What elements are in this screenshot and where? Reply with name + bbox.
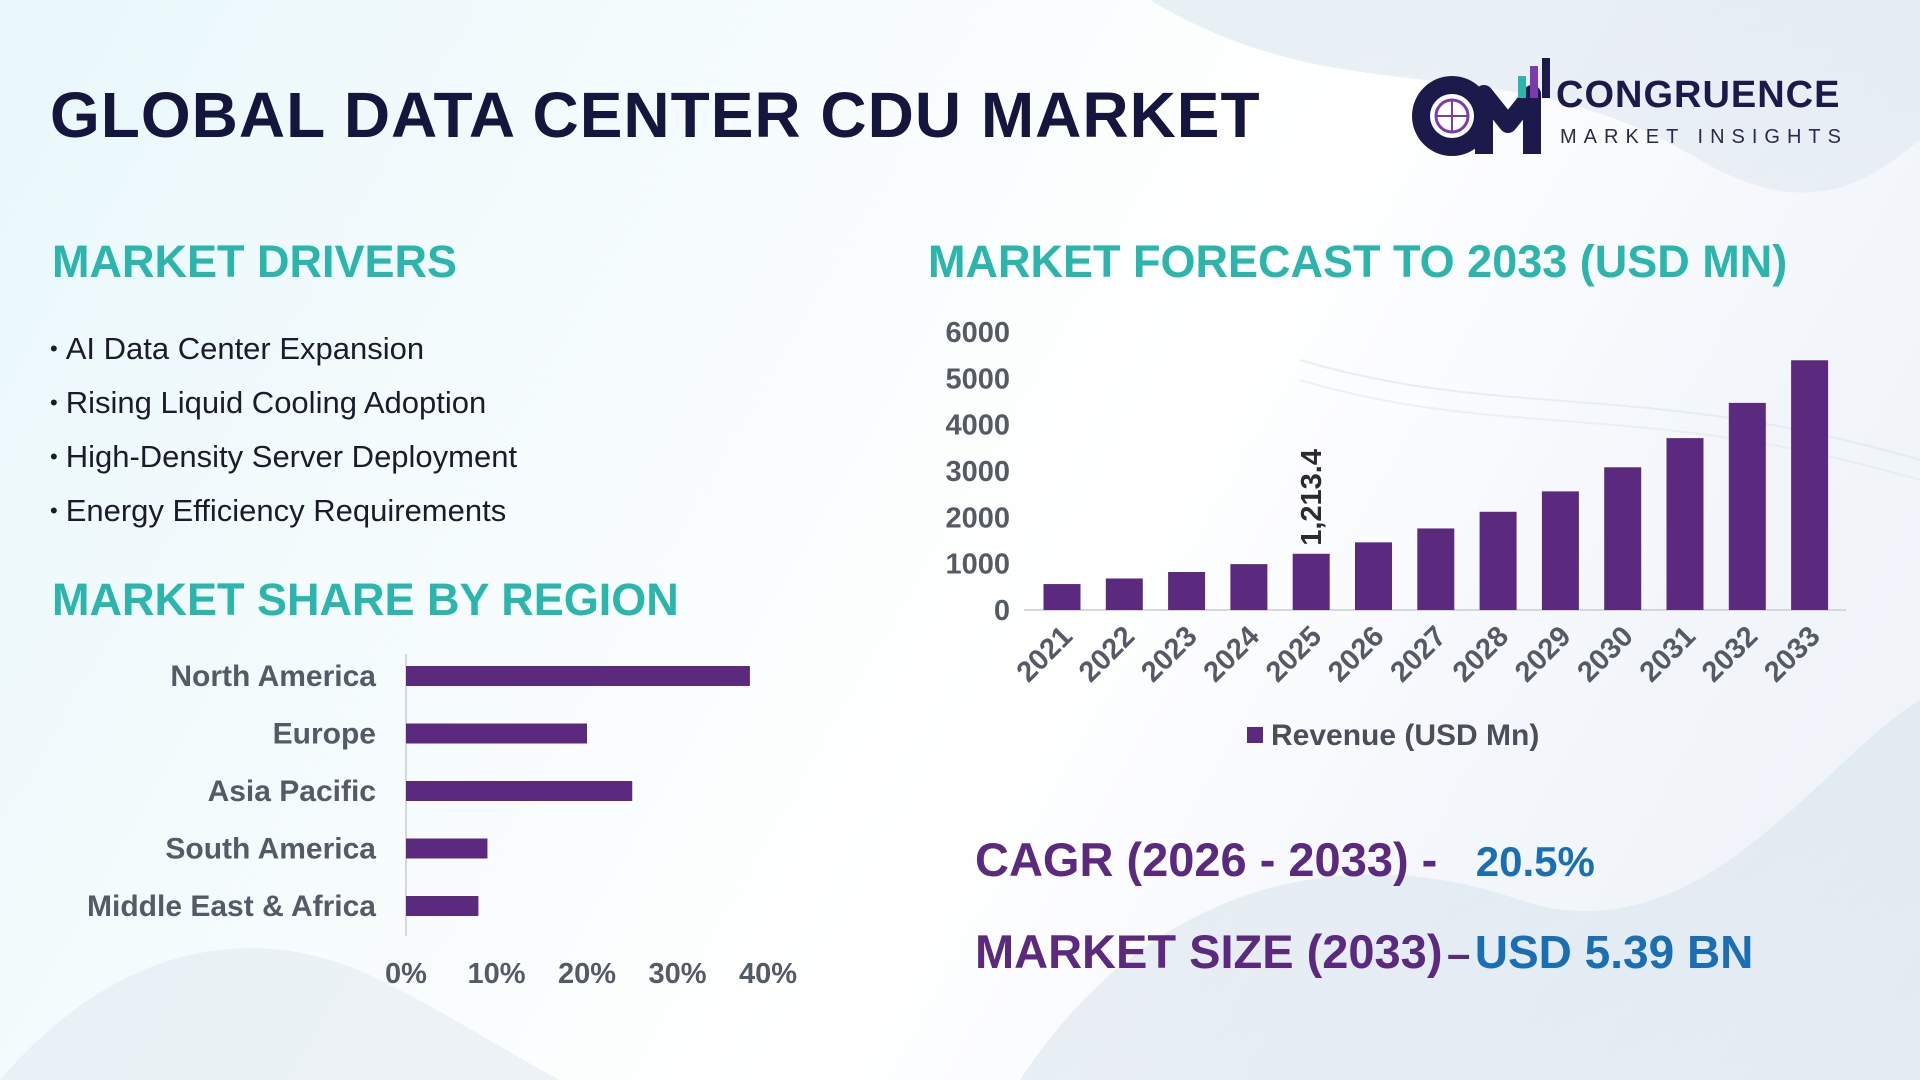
x-tick-label: 2023 — [1135, 620, 1203, 688]
x-tick-label: 2021 — [1011, 620, 1079, 688]
bar — [1168, 572, 1206, 610]
bar — [406, 838, 488, 859]
bar — [1604, 467, 1642, 610]
bar — [1479, 511, 1517, 610]
logo-name: CONGRUENCE — [1556, 74, 1841, 116]
bar — [406, 723, 587, 744]
logo-tagline: MARKET INSIGHTS — [1560, 126, 1848, 148]
data-label: 1,213.4 — [1296, 449, 1328, 546]
driver-item: Rising Liquid Cooling Adoption — [50, 376, 517, 430]
x-tick-label: 10% — [467, 958, 525, 990]
bar — [1043, 584, 1081, 610]
x-tick-label: 2030 — [1571, 620, 1639, 688]
region-heading: MARKET SHARE BY REGION — [52, 574, 679, 625]
cagr-row: CAGR (2026 - 2033) - 20.5% — [975, 832, 1595, 887]
market-size-value: USD 5.39 BN — [1474, 926, 1754, 978]
x-tick-label: 2026 — [1322, 620, 1390, 688]
y-tick-label: 5000 — [945, 363, 1010, 395]
bar — [1230, 564, 1268, 610]
x-tick-label: 40% — [739, 958, 797, 990]
bar — [406, 896, 479, 916]
category-label: South America — [165, 833, 376, 866]
cagr-value: 20.5% — [1475, 838, 1595, 885]
y-tick-label: 1000 — [945, 549, 1010, 581]
x-tick-label: 2025 — [1260, 620, 1328, 688]
bar — [406, 666, 750, 686]
x-tick-label: 20% — [558, 958, 616, 990]
drivers-heading: MARKET DRIVERS — [52, 236, 458, 287]
forecast-heading: MARKET FORECAST TO 2033 (USD MN) — [928, 236, 1788, 287]
x-tick-label: 2022 — [1073, 620, 1141, 688]
bar — [1791, 360, 1829, 610]
legend-swatch — [1247, 727, 1263, 743]
y-tick-label: 4000 — [945, 410, 1010, 442]
x-tick-label: 2029 — [1509, 620, 1577, 688]
driver-item: Energy Efficiency Requirements — [50, 484, 517, 538]
bar — [1541, 491, 1579, 610]
legend-label: Revenue (USD Mn) — [1271, 719, 1539, 752]
category-label: Asia Pacific — [208, 775, 376, 808]
y-tick-label: 6000 — [945, 317, 1010, 349]
bar — [1417, 528, 1455, 610]
x-tick-label: 0% — [385, 958, 427, 990]
bar — [1105, 578, 1143, 610]
y-tick-label: 2000 — [945, 502, 1010, 534]
cagr-label: CAGR (2026 - 2033) - — [975, 833, 1438, 886]
logo-mark-icon — [1412, 58, 1550, 156]
bar — [1728, 402, 1766, 610]
page-title: GLOBAL DATA CENTER CDU MARKET — [50, 79, 1261, 151]
company-logo: CONGRUENCE MARKET INSIGHTS — [1400, 54, 1870, 164]
market-size-label: MARKET SIZE (2033) — [975, 925, 1443, 978]
market-size-separator: – — [1446, 930, 1471, 977]
x-tick-label: 30% — [648, 958, 706, 990]
category-label: Europe — [273, 718, 376, 751]
x-tick-label: 2033 — [1758, 620, 1826, 688]
x-tick-label: 2031 — [1634, 620, 1702, 688]
bar — [1292, 553, 1330, 610]
region-share-chart: North America Europe Asia Pacific South Ame… — [87, 654, 797, 990]
category-label: Middle East & Africa — [87, 890, 376, 923]
x-tick-label: 2032 — [1696, 620, 1764, 688]
bar — [406, 781, 633, 801]
bar — [1666, 438, 1704, 610]
x-tick-label: 2027 — [1385, 620, 1453, 688]
forecast-chart: 0100020003000400050006000202120222023202… — [945, 317, 1846, 752]
y-tick-label: 0 — [994, 595, 1010, 627]
driver-item: High-Density Server Deployment — [50, 430, 517, 484]
y-tick-label: 3000 — [945, 456, 1010, 488]
drivers-list: AI Data Center Expansion Rising Liquid C… — [50, 322, 517, 538]
driver-item: AI Data Center Expansion — [50, 322, 517, 376]
bar — [1355, 542, 1392, 610]
x-tick-label: 2028 — [1447, 620, 1515, 688]
market-size-row: MARKET SIZE (2033) – USD 5.39 BN — [975, 924, 1753, 979]
category-label: North America — [170, 660, 376, 693]
x-tick-label: 2024 — [1198, 620, 1266, 688]
